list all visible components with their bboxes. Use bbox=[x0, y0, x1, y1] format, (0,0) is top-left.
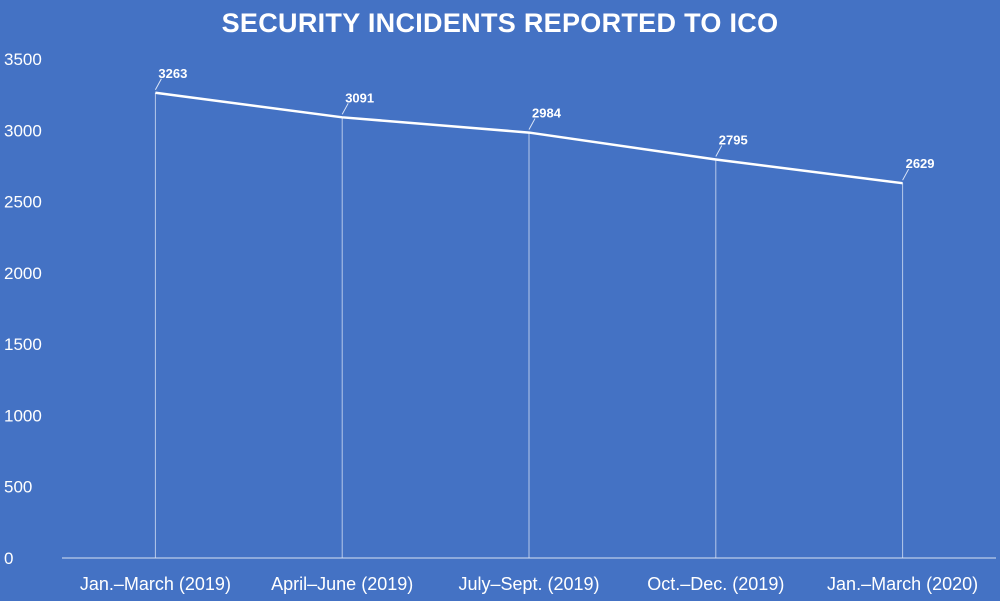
data-label: 2629 bbox=[906, 156, 935, 171]
data-label: 3091 bbox=[345, 90, 374, 105]
y-tick-label: 3500 bbox=[4, 50, 42, 69]
data-label: 2795 bbox=[719, 133, 748, 148]
chart-title: SECURITY INCIDENTS REPORTED TO ICO bbox=[221, 8, 779, 38]
x-tick-label: Jan.–March (2020) bbox=[827, 574, 978, 594]
y-tick-label: 1000 bbox=[4, 406, 42, 425]
data-label-leader bbox=[528, 118, 536, 130]
x-tick-label: Jan.–March (2019) bbox=[80, 574, 231, 594]
data-label: 3263 bbox=[158, 66, 187, 81]
data-label-leader bbox=[715, 145, 723, 157]
y-tick-label: 1500 bbox=[4, 335, 42, 354]
x-tick-label: July–Sept. (2019) bbox=[458, 574, 599, 594]
data-label: 2984 bbox=[532, 106, 562, 121]
x-tick-label: Oct.–Dec. (2019) bbox=[647, 574, 784, 594]
data-label-leader bbox=[154, 78, 162, 91]
data-label-leader bbox=[341, 103, 349, 115]
data-label-leader bbox=[902, 168, 910, 181]
y-tick-label: 2500 bbox=[4, 193, 42, 212]
x-tick-label: April–June (2019) bbox=[271, 574, 413, 594]
y-tick-label: 2000 bbox=[4, 264, 42, 283]
y-tick-label: 500 bbox=[4, 478, 32, 497]
y-tick-label: 3000 bbox=[4, 121, 42, 140]
y-tick-label: 0 bbox=[4, 549, 13, 568]
series-line bbox=[155, 91, 903, 185]
